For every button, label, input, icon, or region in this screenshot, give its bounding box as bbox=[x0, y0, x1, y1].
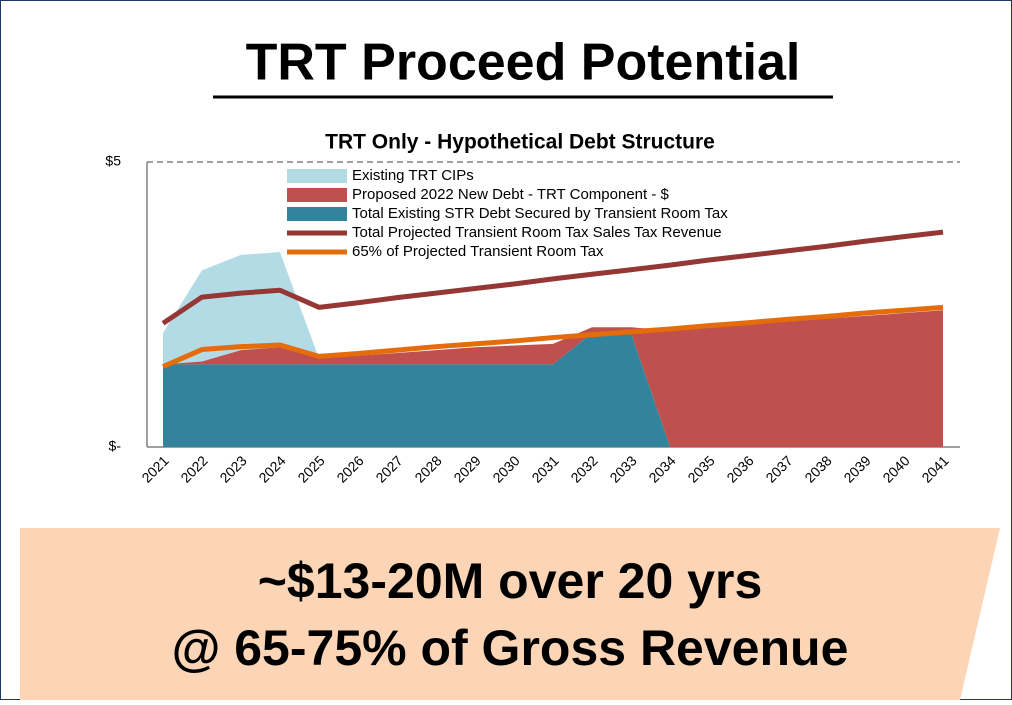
legend-label: Total Existing STR Debt Secured by Trans… bbox=[352, 205, 728, 222]
banner-line: @ 65-75% of Gross Revenue bbox=[172, 620, 849, 676]
y-tick-label: $- bbox=[109, 438, 122, 454]
legend-label: 65% of Projected Transient Room Tax bbox=[352, 243, 604, 260]
legend-label: Total Projected Transient Room Tax Sales… bbox=[352, 224, 722, 241]
line bbox=[161, 229, 944, 326]
legend-label: Existing TRT CIPs bbox=[352, 167, 474, 184]
area bbox=[163, 333, 943, 447]
banner-line: ~$13-20M over 20 yrs bbox=[258, 553, 763, 609]
legend-swatch bbox=[287, 188, 347, 202]
y-tick-label: $5 bbox=[105, 153, 121, 169]
slide-title: TRT Proceed Potential bbox=[246, 34, 801, 92]
area bbox=[163, 252, 943, 365]
legend-swatch bbox=[287, 169, 347, 183]
legend-label: Proposed 2022 New Debt - TRT Component -… bbox=[352, 186, 669, 203]
chart-title: TRT Only - Hypothetical Debt Structure bbox=[325, 131, 715, 154]
legend-swatch bbox=[287, 207, 347, 221]
banner-background bbox=[20, 528, 1000, 700]
line bbox=[161, 304, 944, 369]
area bbox=[163, 310, 943, 447]
